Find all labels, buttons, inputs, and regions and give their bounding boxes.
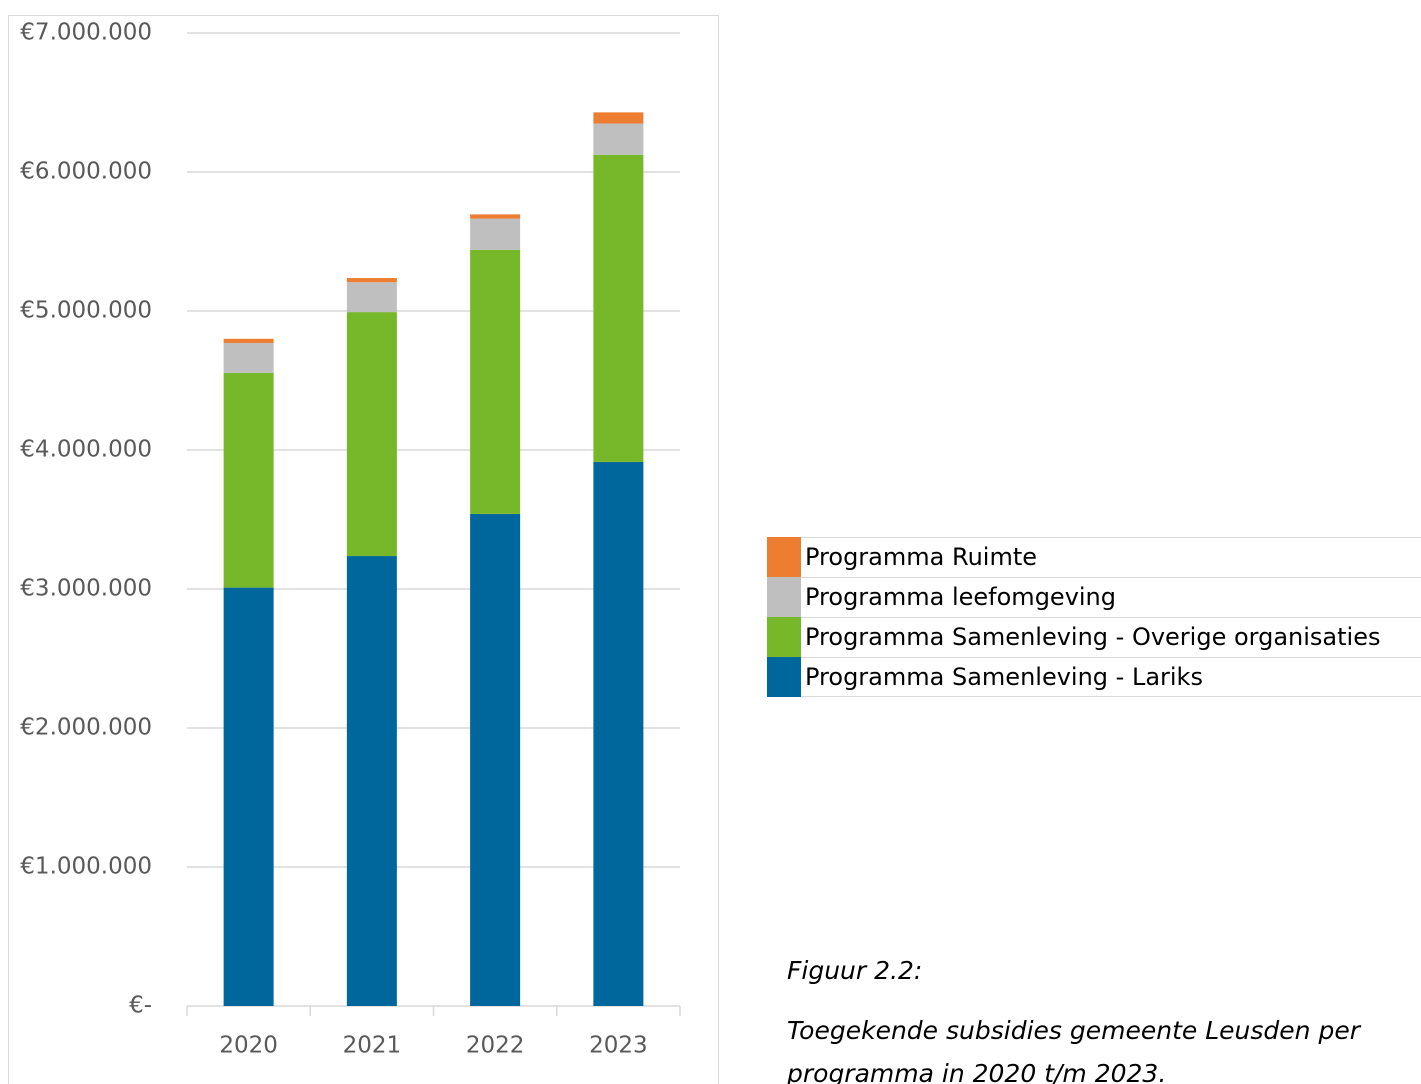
bar-segment: [470, 218, 521, 250]
legend-swatch: [767, 577, 801, 617]
bar-segment: [470, 249, 521, 514]
bar-segment: [346, 278, 397, 283]
bar-segment: [223, 342, 274, 373]
legend-label: Programma leefomgeving: [805, 583, 1116, 611]
y-tick-label: €7.000.000: [20, 20, 152, 46]
legend-swatch: [767, 537, 801, 577]
y-tick-label: €5.000.000: [20, 298, 152, 324]
bar-segment: [223, 338, 274, 343]
bar-segment: [346, 282, 397, 313]
legend-label: Programma Samenleving - Overige organisa…: [805, 623, 1380, 651]
y-tick-label: €6.000.000: [20, 159, 152, 185]
x-tick-label: 2022: [466, 1033, 525, 1059]
bar-segment: [346, 556, 397, 1006]
chart-frame: [8, 15, 719, 1084]
caption-line: programma in 2020 t/m 2023.: [786, 1059, 1166, 1084]
bar-segment: [223, 587, 274, 1006]
bar-segment: [593, 461, 644, 1007]
bar-segment: [593, 154, 644, 462]
bar-segment: [593, 112, 644, 124]
caption-label: Figuur 2.2:: [787, 956, 922, 985]
legend-label: Programma Ruimte: [805, 543, 1037, 571]
x-tick-label: 2020: [219, 1033, 278, 1059]
bar-segment: [470, 214, 521, 219]
legend-swatch: [767, 617, 801, 657]
bar-segment: [346, 312, 397, 557]
y-tick-label: €4.000.000: [20, 437, 152, 463]
y-tick-label: €1.000.000: [20, 854, 152, 880]
bar-segment: [223, 372, 274, 588]
caption-line: Toegekende subsidies gemeente Leusden pe…: [787, 1016, 1362, 1045]
bar-segment: [470, 513, 521, 1006]
y-tick-label: €-: [129, 993, 152, 1019]
y-tick-label: €2.000.000: [20, 715, 152, 741]
legend-swatch: [767, 657, 801, 697]
x-tick-label: 2021: [343, 1033, 402, 1059]
y-tick-label: €3.000.000: [20, 576, 152, 602]
legend-label: Programma Samenleving - Lariks: [805, 663, 1203, 691]
x-tick-label: 2023: [589, 1033, 648, 1059]
bar-segment: [593, 123, 644, 155]
